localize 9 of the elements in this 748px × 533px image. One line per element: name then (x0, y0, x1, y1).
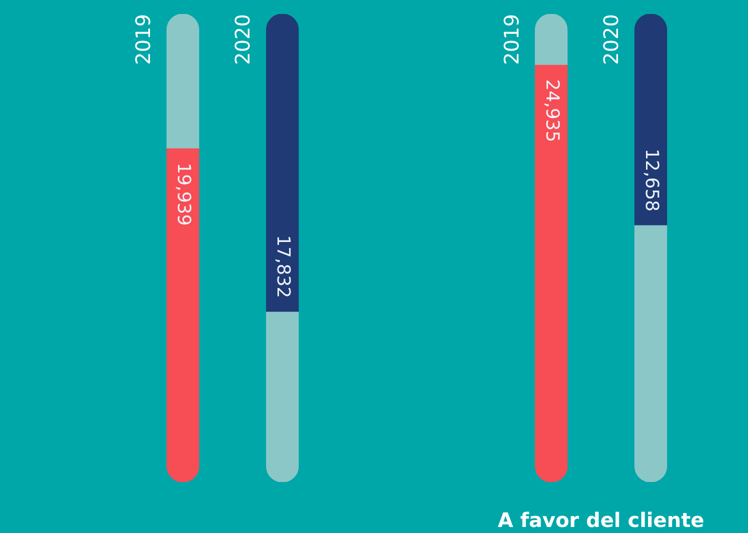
data-label: 24,935 (542, 79, 563, 142)
data-label: 12,658 (641, 148, 662, 212)
x-tick-label: 2019 (131, 14, 156, 65)
data-label: 17,832 (272, 235, 294, 298)
x-tick-label: 2020 (230, 14, 255, 65)
x-tick-label: 2019 (499, 14, 524, 65)
x-tick-label: 2020 (598, 14, 623, 65)
data-label: 19,939 (173, 162, 194, 226)
text: A favor del cliente (498, 508, 704, 532)
